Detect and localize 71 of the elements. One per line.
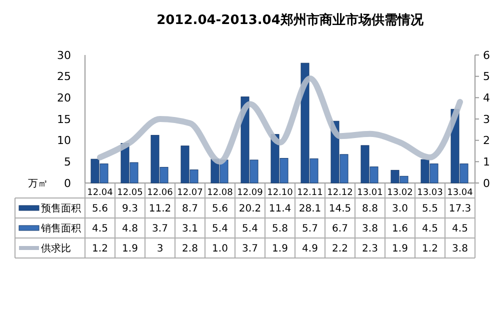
data-label: 3 <box>156 244 164 254</box>
y2-tick-label: 2 <box>483 134 490 148</box>
x-tick-label: 12.07 <box>177 188 203 198</box>
data-label: 5.4 <box>212 224 228 234</box>
y2-tick-label: 4 <box>483 92 490 105</box>
y-tick-label: 20 <box>57 92 71 105</box>
y-tick-label: 25 <box>57 70 71 84</box>
data-label: 3.8 <box>362 224 378 234</box>
x-tick-label: 12.12 <box>327 188 353 198</box>
x-tick-label: 12.06 <box>147 188 174 198</box>
data-label: 6.7 <box>332 224 348 234</box>
data-label: 11.4 <box>268 204 292 214</box>
data-label: 17.3 <box>448 204 472 214</box>
data-label: 2.3 <box>362 244 378 254</box>
data-label: 1.0 <box>212 244 228 254</box>
y-tick-label: 30 <box>57 48 71 62</box>
data-label: 1.2 <box>422 244 438 254</box>
x-tick-label: 12.11 <box>297 188 323 198</box>
data-label: 5.6 <box>212 204 228 214</box>
legend-label: 供求比 <box>41 242 71 254</box>
data-label: 3.7 <box>242 244 258 254</box>
data-label: 20.2 <box>238 204 262 214</box>
data-label: 1.2 <box>92 244 108 254</box>
x-tick-label: 12.09 <box>237 188 264 198</box>
data-label: 3.0 <box>392 204 408 214</box>
data-label: 4.5 <box>452 224 468 234</box>
x-tick-label: 13.04 <box>447 188 474 198</box>
data-label: 4.5 <box>92 224 108 234</box>
data-label: 4.5 <box>422 224 438 234</box>
y-tick-label: 5 <box>64 156 71 169</box>
data-label: 3.7 <box>152 224 168 234</box>
y2-tick-label: 3 <box>483 112 490 126</box>
y2-tick-label: 0 <box>483 176 490 190</box>
data-label: 28.1 <box>298 204 322 214</box>
y2-tick-label: 5 <box>483 70 490 84</box>
data-label: 5.4 <box>242 224 258 234</box>
legend-label: 销售面积 <box>40 222 81 234</box>
data-label: 1.9 <box>392 244 408 254</box>
data-label: 3.1 <box>182 224 198 234</box>
data-label: 4.9 <box>302 244 318 254</box>
data-label: 5.7 <box>302 224 318 234</box>
data-label: 1.9 <box>272 244 288 254</box>
data-label: 9.3 <box>122 204 138 214</box>
x-tick-label: 12.04 <box>87 188 114 198</box>
x-tick-label: 13.01 <box>357 188 383 198</box>
legend-label: 预售面积 <box>41 202 81 214</box>
data-label: 8.7 <box>182 204 198 214</box>
x-tick-label: 13.02 <box>387 188 413 198</box>
data-label: 3.8 <box>452 244 468 254</box>
y-axis-title: 万㎡ <box>28 178 48 190</box>
x-tick-label: 12.10 <box>267 188 294 198</box>
data-label: 4.8 <box>122 224 138 234</box>
y-tick-label: 15 <box>57 112 71 126</box>
data-label: 2.8 <box>182 244 198 254</box>
data-label: 14.5 <box>328 204 352 214</box>
data-label: 11.2 <box>148 204 172 214</box>
x-tick-label: 13.03 <box>417 188 443 198</box>
y2-tick-label: 1 <box>483 156 490 169</box>
data-label: 5.5 <box>422 204 438 214</box>
data-label: 8.8 <box>362 204 378 214</box>
chart-title: 2012.04-2013.04郑州市商业市场供需情况 <box>156 12 424 28</box>
data-label: 1.6 <box>392 224 408 234</box>
x-tick-label: 12.05 <box>117 188 143 198</box>
x-tick-label: 12.08 <box>207 188 234 198</box>
data-label: 2.2 <box>332 244 348 254</box>
y2-tick-label: 6 <box>483 48 490 62</box>
y-tick-label: 0 <box>64 176 71 190</box>
y-tick-label: 10 <box>57 134 71 148</box>
data-label: 5.6 <box>92 204 108 214</box>
data-label: 5.8 <box>272 224 288 234</box>
data-label: 1.9 <box>122 244 138 254</box>
